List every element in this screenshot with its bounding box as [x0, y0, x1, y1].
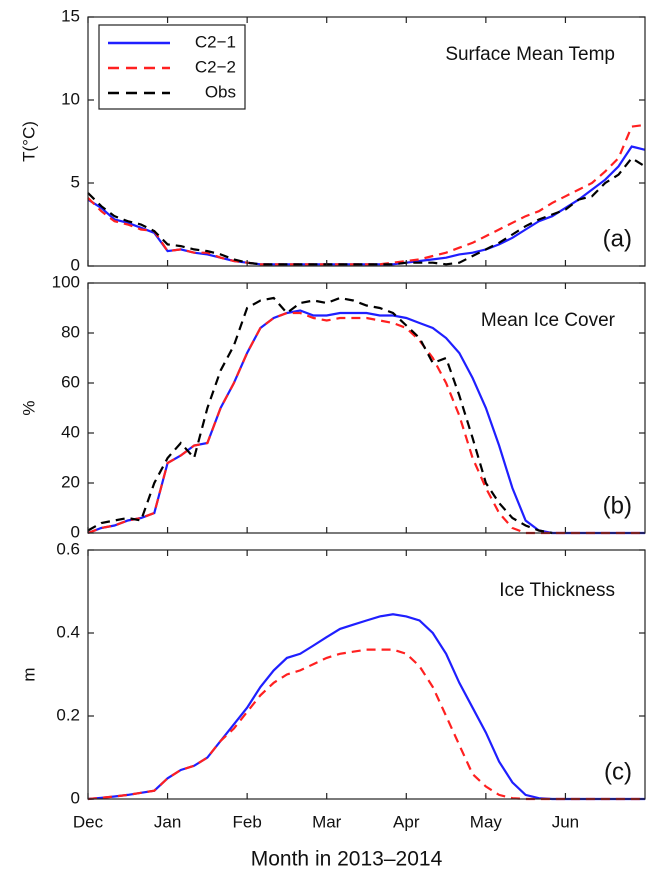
y-tick-label: 0.6 [56, 539, 80, 558]
y-tick-label: 10 [61, 89, 80, 108]
data-line [87, 613, 645, 801]
legend-label: C2−2 [195, 57, 236, 76]
y-tick-label: 40 [61, 422, 80, 441]
x-tick-label: Feb [232, 812, 261, 831]
y-tick-label: 0.4 [56, 622, 80, 641]
plot-frame [87, 282, 646, 534]
y-tick-label: 5 [71, 172, 80, 191]
legend-label: Obs [205, 82, 236, 101]
y-tick-label: 80 [61, 322, 80, 341]
panel-label: (b) [603, 492, 632, 519]
panel-label: (a) [603, 225, 632, 252]
legend-label: C2−1 [195, 32, 236, 51]
y-tick-label: 100 [52, 272, 80, 291]
y-axis-label: % [19, 400, 38, 415]
y-axis-label: T(°C) [19, 121, 38, 162]
x-tick-label: Apr [393, 812, 420, 831]
data-line [87, 311, 645, 535]
data-line [87, 123, 646, 266]
data-line [87, 145, 646, 266]
plot-frame [87, 549, 646, 800]
x-tick-label: Jun [552, 812, 579, 831]
x-tick-label: Mar [312, 812, 342, 831]
x-tick-label: Jan [154, 812, 181, 831]
y-tick-label: 20 [61, 472, 80, 491]
data-line [87, 309, 645, 535]
legend-box [98, 24, 246, 110]
data-line [87, 156, 646, 266]
y-tick-label: 0 [71, 522, 80, 541]
data-line [87, 296, 553, 535]
panel-title: Mean Ice Cover [481, 310, 616, 331]
y-tick-label: 0 [71, 255, 80, 274]
y-tick-label: 15 [61, 6, 80, 25]
x-tick-label: May [470, 812, 503, 831]
panel-title: Ice Thickness [499, 580, 615, 601]
plot-frame [87, 16, 646, 267]
y-tick-label: 0.2 [56, 705, 80, 724]
y-axis-label: m [19, 667, 38, 681]
panel-label: (c) [604, 758, 632, 785]
y-tick-label: 60 [61, 372, 80, 391]
x-tick-label: Dec [73, 812, 104, 831]
panel-title: Surface Mean Temp [445, 44, 615, 65]
y-tick-label: 0 [71, 788, 80, 807]
x-axis-label: Month in 2013–2014 [251, 848, 443, 871]
